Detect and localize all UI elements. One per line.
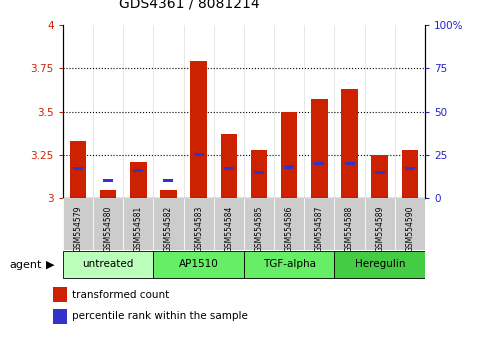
Bar bbox=[251, 150, 267, 198]
Bar bbox=[194, 153, 204, 156]
Bar bbox=[93, 198, 123, 250]
Text: GSM554582: GSM554582 bbox=[164, 206, 173, 252]
Bar bbox=[375, 171, 385, 174]
Bar bbox=[103, 179, 113, 182]
Bar bbox=[244, 198, 274, 250]
Bar bbox=[341, 89, 358, 198]
Bar bbox=[405, 167, 415, 170]
Bar bbox=[334, 251, 425, 278]
Bar bbox=[100, 190, 116, 198]
Bar bbox=[284, 165, 294, 169]
Bar bbox=[395, 198, 425, 250]
Bar bbox=[154, 198, 184, 250]
Text: GSM554588: GSM554588 bbox=[345, 206, 354, 252]
Text: untreated: untreated bbox=[83, 259, 134, 269]
Bar bbox=[53, 309, 67, 324]
Bar bbox=[160, 190, 177, 198]
Bar bbox=[163, 179, 173, 182]
Bar bbox=[314, 162, 325, 165]
Bar bbox=[365, 198, 395, 250]
Text: GSM554590: GSM554590 bbox=[405, 206, 414, 252]
Bar bbox=[221, 134, 237, 198]
Bar bbox=[224, 167, 234, 170]
Bar bbox=[274, 198, 304, 250]
Bar bbox=[334, 198, 365, 250]
Text: GSM554585: GSM554585 bbox=[255, 206, 264, 252]
Text: GSM554589: GSM554589 bbox=[375, 206, 384, 252]
Bar bbox=[154, 251, 244, 278]
Text: GSM554580: GSM554580 bbox=[103, 206, 113, 252]
Bar bbox=[213, 198, 244, 250]
Text: Heregulin: Heregulin bbox=[355, 259, 405, 269]
Text: ▶: ▶ bbox=[46, 259, 55, 270]
Text: TGF-alpha: TGF-alpha bbox=[263, 259, 316, 269]
Bar bbox=[344, 162, 355, 165]
Bar bbox=[70, 141, 86, 198]
Text: percentile rank within the sample: percentile rank within the sample bbox=[72, 311, 248, 321]
Text: GSM554583: GSM554583 bbox=[194, 206, 203, 252]
Bar bbox=[371, 155, 388, 198]
Bar bbox=[402, 150, 418, 198]
Bar bbox=[281, 112, 298, 198]
Bar bbox=[130, 162, 146, 198]
Text: GSM554579: GSM554579 bbox=[73, 206, 83, 252]
Text: GSM554581: GSM554581 bbox=[134, 206, 143, 252]
Text: transformed count: transformed count bbox=[72, 290, 170, 300]
Bar bbox=[63, 198, 93, 250]
Bar bbox=[244, 251, 334, 278]
Text: GSM554587: GSM554587 bbox=[315, 206, 324, 252]
Bar bbox=[304, 198, 334, 250]
Bar bbox=[53, 287, 67, 302]
Bar bbox=[73, 167, 83, 170]
Bar bbox=[184, 198, 213, 250]
Text: AP1510: AP1510 bbox=[179, 259, 218, 269]
Bar bbox=[63, 251, 154, 278]
Bar bbox=[190, 61, 207, 198]
Text: GSM554584: GSM554584 bbox=[224, 206, 233, 252]
Text: GDS4361 / 8081214: GDS4361 / 8081214 bbox=[119, 0, 260, 11]
Text: GSM554586: GSM554586 bbox=[284, 206, 294, 252]
Bar bbox=[133, 169, 143, 172]
Bar bbox=[123, 198, 154, 250]
Text: agent: agent bbox=[10, 259, 42, 270]
Bar bbox=[254, 171, 264, 174]
Bar bbox=[311, 99, 327, 198]
